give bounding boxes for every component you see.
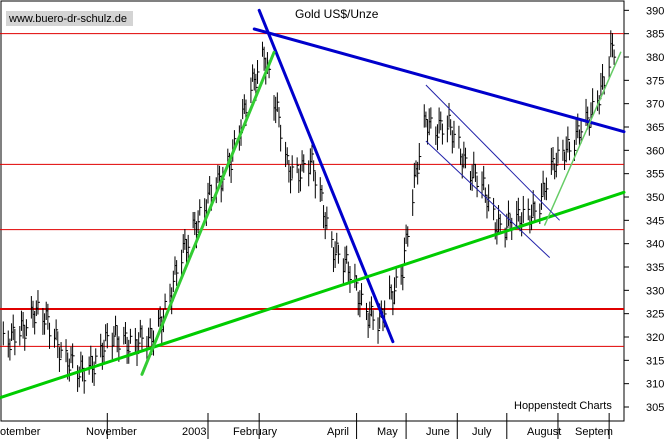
x-tick-label: otember: [0, 426, 41, 438]
chart-title: Gold US$/Unze: [295, 7, 379, 21]
grid-lines: [106, 413, 610, 439]
y-tick-label: 310: [646, 379, 664, 391]
y-tick-label: 345: [646, 215, 664, 227]
x-tick-label: May: [377, 426, 398, 438]
trend-line: [544, 51, 622, 226]
plot-frame: [0, 0, 625, 422]
x-tick-label: November: [86, 426, 137, 438]
y-axis: 305 310 315 320 325 330 335 340 345 350 355 360 365 3…: [624, 5, 664, 414]
y-tick-label: 335: [646, 262, 664, 274]
y-tick-label: 365: [646, 122, 664, 134]
x-tick-label: July: [472, 426, 492, 438]
y-tick-label: 325: [646, 309, 664, 321]
trend-line: [0, 190, 626, 400]
trend-line: [252, 27, 626, 134]
x-tick-label: Septem: [575, 426, 613, 438]
x-tick-label: February: [233, 426, 278, 438]
x-tick-label: June: [426, 426, 450, 438]
y-tick-label: 370: [646, 99, 664, 111]
channel-line: [425, 84, 560, 221]
x-tick-label: 2003: [182, 426, 206, 438]
y-tick-label: 375: [646, 75, 664, 87]
y-tick-label: 385: [646, 29, 664, 41]
y-tick-label: 340: [646, 239, 664, 251]
y-tick-label: 305: [646, 402, 664, 414]
trend-lines: [0, 8, 626, 400]
x-axis: otember November 2003 February April May June J…: [0, 426, 613, 438]
x-tick-label: April: [327, 426, 349, 438]
trend-line: [257, 8, 395, 344]
y-tick-label: 330: [646, 285, 664, 297]
watermark-box: [6, 11, 133, 26]
credit-label: Hoppenstedt Charts: [514, 400, 612, 412]
trend-line: [140, 50, 276, 376]
y-tick-label: 390: [646, 5, 664, 17]
x-tick-label: August: [527, 426, 561, 438]
y-tick-label: 315: [646, 355, 664, 367]
y-tick-label: 320: [646, 332, 664, 344]
channel-line: [425, 140, 551, 259]
y-tick-label: 380: [646, 52, 664, 64]
watermark: www.buero-dr-schulz.de: [8, 13, 127, 25]
y-tick-label: 350: [646, 192, 664, 204]
y-tick-label: 360: [646, 145, 664, 157]
y-tick-label: 355: [646, 169, 664, 181]
